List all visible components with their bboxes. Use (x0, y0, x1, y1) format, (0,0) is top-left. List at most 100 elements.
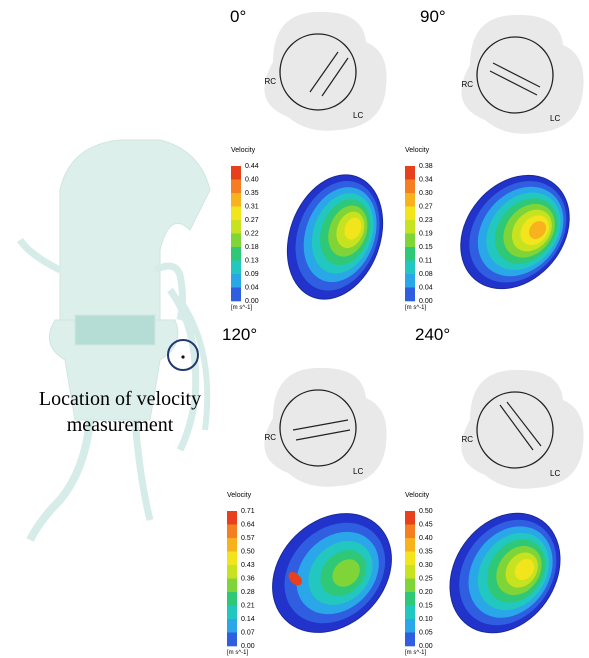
colorbar-tick: 0.14 (241, 616, 255, 623)
caption: Location of velocity (39, 388, 201, 410)
valve-background (461, 370, 583, 489)
colorbar-tick: 0.10 (419, 616, 433, 623)
colorbar-band (405, 274, 415, 288)
colorbar-band (231, 261, 241, 275)
colorbar-band (227, 619, 237, 633)
colorbar-tick: 0.21 (241, 602, 255, 609)
rc-label: RC (461, 435, 473, 444)
colorbar-tick: 0.19 (419, 230, 433, 237)
colorbar-band (405, 511, 415, 525)
colorbar-band (227, 565, 237, 579)
colorbar-band (405, 207, 415, 221)
angle-label: 120° (222, 325, 257, 344)
colorbar-band (227, 579, 237, 593)
colorbar-band (231, 274, 241, 288)
colorbar-band (405, 220, 415, 234)
valve-background (461, 15, 583, 134)
colorbar-tick: 0.34 (419, 176, 433, 183)
colorbar-band (405, 633, 415, 647)
colorbar-tick: 0.64 (241, 521, 255, 528)
colorbar-tick: 0.28 (241, 589, 255, 596)
colorbar-band (231, 207, 241, 221)
colorbar-tick: 0.00 (419, 643, 433, 650)
angle-label: 240° (415, 325, 450, 344)
measurement-point (181, 355, 184, 358)
colorbar-band (231, 166, 241, 180)
colorbar-title: Velocity (231, 147, 256, 154)
colorbar-tick: 0.00 (245, 298, 259, 305)
colorbar-tick: 0.43 (241, 562, 255, 569)
colorbar-tick: 0.22 (245, 230, 259, 237)
colorbar-tick: 0.27 (245, 217, 259, 224)
colorbar-tick: 0.40 (245, 176, 259, 183)
colorbar-band (405, 247, 415, 261)
colorbar-tick: 0.15 (419, 244, 433, 251)
colorbar-band (405, 592, 415, 606)
colorbar-band (405, 619, 415, 633)
contour-plot (438, 154, 589, 311)
figure: Location of velocity measurement 0° RC LC V… (0, 0, 589, 658)
colorbar-band (405, 288, 415, 302)
colorbar-band (405, 234, 415, 248)
colorbar-band (405, 193, 415, 207)
rc-label: RC (264, 433, 276, 442)
colorbar-band (405, 261, 415, 275)
lc-label: LC (550, 469, 560, 478)
colorbar-tick: 0.18 (245, 244, 259, 251)
angle-label: 0° (230, 7, 246, 26)
colorbar-band (405, 166, 415, 180)
colorbar-unit: [m s^-1] (405, 305, 426, 311)
colorbar-tick: 0.40 (419, 535, 433, 542)
angle-label: 90° (420, 7, 446, 26)
colorbar-tick: 0.50 (419, 508, 433, 515)
colorbar-band (231, 247, 241, 261)
colorbar-band (227, 633, 237, 647)
colorbar-band (227, 552, 237, 566)
caption: measurement (67, 414, 174, 436)
colorbar-tick: 0.23 (419, 217, 433, 224)
colorbar-band (227, 592, 237, 606)
colorbar-tick: 0.44 (245, 163, 259, 170)
colorbar-band (405, 565, 415, 579)
colorbar-tick: 0.04 (245, 284, 259, 291)
colorbar-band (227, 525, 237, 539)
colorbar-band (405, 606, 415, 620)
colorbar-band (231, 220, 241, 234)
colorbar-tick: 0.30 (419, 562, 433, 569)
colorbar-tick: 0.00 (241, 643, 255, 650)
colorbar-tick: 0.30 (419, 190, 433, 197)
colorbar-band (405, 180, 415, 194)
lc-label: LC (550, 114, 560, 123)
colorbar-tick: 0.15 (419, 602, 433, 609)
colorbar-tick: 0.07 (241, 629, 255, 636)
colorbar-tick: 0.57 (241, 535, 255, 542)
contour-plot (271, 161, 399, 312)
colorbar-band (231, 288, 241, 302)
valve-background (264, 368, 386, 487)
colorbar-band (231, 180, 241, 194)
colorbar-title: Velocity (405, 147, 430, 154)
rc-label: RC (461, 80, 473, 89)
colorbar-tick: 0.04 (419, 284, 433, 291)
lc-label: LC (353, 111, 363, 120)
colorbar-tick: 0.31 (245, 203, 259, 210)
colorbar-band (231, 234, 241, 248)
contour-plot (249, 490, 416, 657)
colorbar-band (405, 579, 415, 593)
colorbar-tick: 0.38 (419, 163, 433, 170)
colorbar-tick: 0.13 (245, 257, 259, 264)
colorbar-band (405, 552, 415, 566)
colorbar-tick: 0.35 (419, 548, 433, 555)
colorbar-tick: 0.36 (241, 575, 255, 582)
colorbar-tick: 0.25 (419, 575, 433, 582)
rc-label: RC (264, 77, 276, 86)
colorbar-title: Velocity (405, 492, 430, 499)
colorbar-tick: 0.27 (419, 203, 433, 210)
contour-plot (427, 492, 582, 654)
colorbar-tick: 0.20 (419, 589, 433, 596)
colorbar-band (227, 606, 237, 620)
colorbar-tick: 0.05 (419, 629, 433, 636)
colorbar-unit: [m s^-1] (405, 650, 426, 656)
lc-label: LC (353, 467, 363, 476)
colorbar-tick: 0.00 (419, 298, 433, 305)
